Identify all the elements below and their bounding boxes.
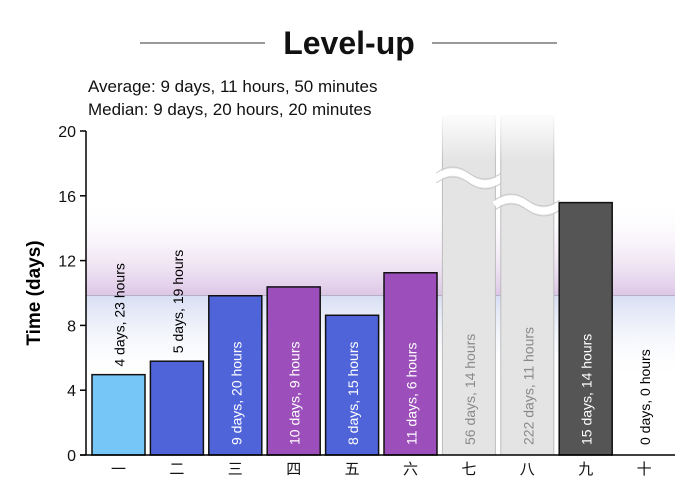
median-stat: Median: 9 days, 20 hours, 20 minutes [88, 100, 372, 119]
bar [383, 272, 438, 456]
bar [208, 295, 263, 456]
bar-group: 0 days, 0 hours [637, 349, 653, 445]
bar-group: 10 days, 9 hours [266, 286, 321, 456]
x-tick-label: 十 [637, 461, 652, 478]
bar-group: 8 days, 15 hours [324, 314, 380, 456]
axis-break-icon [434, 168, 504, 188]
bar-group: 15 days, 14 hours [558, 201, 613, 456]
bar-value-label: 5 days, 19 hours [170, 250, 186, 354]
bar-group: 222 days, 11 hours [492, 111, 562, 456]
bar-group: 11 days, 6 hours [383, 272, 438, 456]
bar-value-label: 15 days, 14 hours [579, 334, 595, 445]
bar-value-label: 10 days, 9 hours [287, 341, 303, 445]
bar-value-label: 56 days, 14 hours [462, 334, 478, 445]
bar-value-label: 222 days, 11 hours [520, 327, 536, 445]
y-tick-label: 16 [58, 189, 76, 206]
bar-value-label: 8 days, 15 hours [345, 341, 361, 445]
bar [91, 373, 146, 456]
bar-group: 56 days, 14 hours [434, 111, 504, 456]
chart-title: Level-up [283, 25, 415, 61]
bar-group: 4 days, 23 hours [91, 263, 146, 456]
x-tick-label: 八 [520, 461, 535, 478]
average-stat: Average: 9 days, 11 hours, 50 minutes [88, 77, 378, 96]
bar-value-label: 9 days, 20 hours [228, 341, 244, 445]
bar-group: 5 days, 19 hours [149, 250, 205, 456]
bar-value-label: 4 days, 23 hours [112, 263, 128, 367]
y-tick-label: 12 [58, 254, 76, 271]
bar [500, 115, 555, 456]
y-tick-label: 20 [58, 124, 76, 141]
bar [266, 286, 321, 456]
x-tick-label: 一 [111, 461, 126, 478]
y-axis-label: Time (days) [24, 240, 45, 345]
x-tick-label: 六 [403, 461, 418, 478]
axis-break-edge [436, 166, 502, 190]
bar-value-label: 11 days, 6 hours [404, 343, 420, 445]
axis-break-edge [494, 193, 561, 217]
x-tick-label: 九 [578, 461, 593, 478]
x-tick-label: 五 [345, 461, 360, 478]
bar-fade [499, 111, 555, 161]
bar-fade [441, 111, 497, 161]
y-tick-label: 8 [67, 318, 76, 335]
x-tick-label: 二 [169, 461, 184, 478]
y-tick-label: 4 [67, 383, 76, 400]
y-tick-label: 0 [67, 448, 76, 465]
axis-break-icon [492, 195, 562, 215]
bar [149, 360, 205, 456]
x-tick-label: 七 [461, 461, 476, 478]
x-tick-label: 四 [286, 461, 301, 478]
bar [558, 201, 613, 456]
bar-group: 9 days, 20 hours [208, 295, 263, 456]
bar [324, 314, 380, 456]
x-tick-label: 三 [228, 461, 243, 478]
bar-value-label: 0 days, 0 hours [637, 349, 653, 445]
